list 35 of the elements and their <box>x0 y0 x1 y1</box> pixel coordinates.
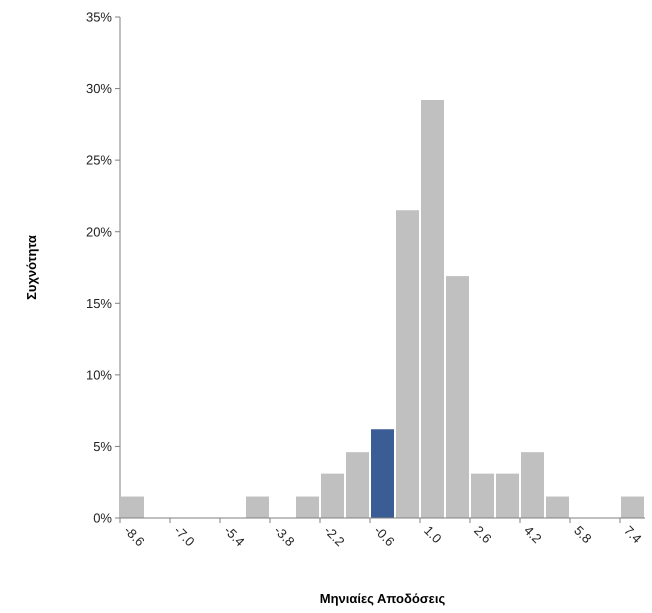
x-tick-label: -8.6 <box>121 522 148 550</box>
y-tick-label: 20% <box>86 224 112 240</box>
x-tick-label: -2.2 <box>321 522 348 550</box>
bar <box>421 100 444 518</box>
bar <box>321 474 344 518</box>
bar <box>471 474 494 518</box>
x-tick-label: 7.4 <box>621 522 645 546</box>
y-tick-label: 30% <box>86 81 112 96</box>
x-tick-label: 5.8 <box>571 522 595 546</box>
y-tick-label: 25% <box>86 152 112 168</box>
bar <box>496 474 519 518</box>
bar <box>296 496 319 518</box>
x-tick-label: -5.4 <box>221 522 248 550</box>
x-tick-label: -7.0 <box>171 522 198 550</box>
bar <box>521 452 544 518</box>
bar <box>446 276 469 518</box>
bar <box>546 496 569 518</box>
bar <box>396 210 419 518</box>
y-tick-label: 35% <box>86 10 112 25</box>
x-tick-label: 4.2 <box>521 522 545 546</box>
bar <box>246 496 269 518</box>
y-axis-title: Συχνότητα <box>24 235 39 300</box>
y-tick-label: 10% <box>86 367 112 382</box>
y-tick-label: 15% <box>86 296 112 311</box>
bar <box>371 429 394 518</box>
y-tick-label: 5% <box>93 438 112 454</box>
bar <box>121 496 144 518</box>
x-tick-label: 1.0 <box>421 522 445 546</box>
bar <box>346 452 369 518</box>
bar <box>621 496 644 518</box>
x-axis-title: Μηνιαίες Αποδόσεις <box>320 591 446 606</box>
y-tick-label: 0% <box>93 510 112 526</box>
x-tick-label: 2.6 <box>471 522 495 546</box>
x-tick-label: -3.8 <box>271 522 298 550</box>
x-tick-label: -0.6 <box>371 522 398 550</box>
